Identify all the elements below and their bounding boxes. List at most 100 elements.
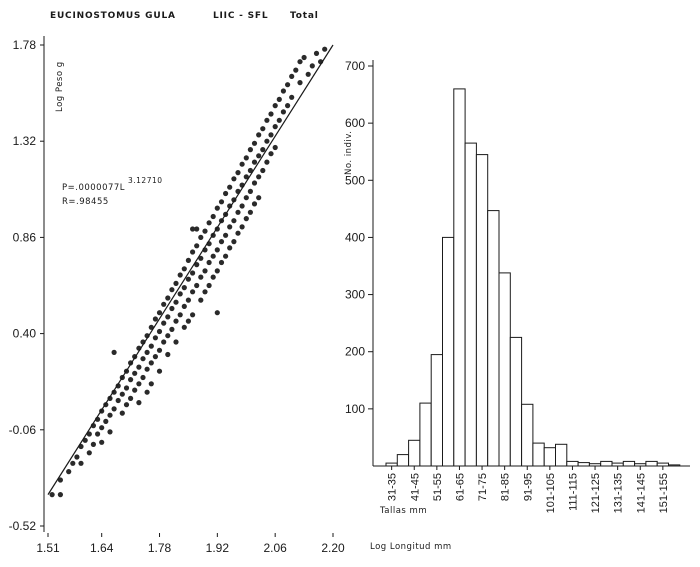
- histogram-bar: [385, 462, 398, 467]
- histogram-bar: [645, 460, 658, 467]
- scatter-point: [260, 126, 266, 132]
- scatter-point: [169, 287, 175, 293]
- histogram-bar: [430, 354, 444, 467]
- scatter-y-tick-label: 1.78: [13, 38, 37, 52]
- scatter-point: [235, 209, 241, 215]
- scatter-point: [74, 454, 80, 460]
- scatter-point: [276, 117, 282, 123]
- scatter-point: [169, 305, 175, 312]
- scatter-point: [223, 190, 229, 197]
- scatter-point: [227, 224, 233, 230]
- scatter-point: [305, 71, 311, 77]
- histogram-bar: [555, 443, 568, 467]
- scatter-point: [144, 349, 150, 355]
- histogram-y-tick-label: 600: [345, 116, 365, 130]
- scatter-point: [251, 180, 258, 186]
- histogram-y-tick-label: 400: [345, 230, 365, 244]
- total-title: Total: [290, 11, 319, 21]
- scatter-point: [198, 274, 204, 280]
- scatter-point: [322, 46, 328, 52]
- scatter-point: [181, 266, 187, 272]
- scatter-point: [190, 270, 196, 276]
- scatter-point: [111, 349, 117, 355]
- scatter-point: [185, 297, 191, 303]
- scatter-point: [289, 73, 295, 79]
- scatter-point: [198, 297, 204, 303]
- histogram-x-tick-label: 51-55: [432, 473, 444, 501]
- scatter-point: [247, 167, 253, 174]
- scatter-point: [231, 218, 237, 224]
- scatter-point: [293, 67, 299, 73]
- scatter-point: [181, 303, 187, 309]
- scatter-point: [206, 259, 212, 266]
- scatter-y-label: Log Peso g: [55, 61, 65, 112]
- scatter-point: [235, 230, 241, 236]
- scatter-point: [152, 354, 158, 360]
- scatter-point: [107, 429, 113, 435]
- r-value-label: R=.98455: [62, 197, 109, 207]
- scatter-point: [123, 402, 130, 408]
- scatter-point: [49, 492, 55, 498]
- scatter-point: [190, 249, 196, 255]
- histogram-bar: [656, 462, 670, 467]
- scatter-point: [202, 228, 208, 234]
- scatter-point: [214, 205, 220, 211]
- scatter-point: [268, 151, 274, 157]
- scatter-point: [161, 301, 167, 307]
- scatter-point: [247, 209, 253, 215]
- scatter-point: [235, 170, 241, 176]
- scatter-point: [140, 374, 146, 381]
- scatter-point: [132, 387, 138, 393]
- scatter-point: [218, 239, 225, 245]
- scatter-point: [119, 410, 125, 416]
- scatter-point: [90, 441, 96, 447]
- scatter-y-tick-label: -0.06: [9, 423, 37, 437]
- scatter-point: [223, 232, 229, 238]
- scatter-point: [148, 381, 154, 387]
- histogram-bar: [566, 460, 579, 467]
- scatter-x-label: Log Longitud mm: [370, 542, 452, 552]
- scatter-point: [198, 255, 204, 261]
- scatter-point: [264, 138, 270, 144]
- scatter-point: [251, 159, 258, 165]
- scatter-point: [66, 469, 72, 475]
- scatter-point: [202, 289, 208, 295]
- scatter-point: [57, 492, 64, 498]
- scatter-point: [231, 239, 237, 245]
- histogram-bar: [668, 464, 681, 467]
- histogram-x-tick-label: 61-65: [454, 473, 466, 501]
- histogram-x-tick-label: 131-135: [613, 473, 625, 513]
- scatter-point: [256, 132, 262, 138]
- scatter-point: [272, 103, 278, 109]
- regression-line: [47, 44, 334, 495]
- scatter-point: [78, 460, 84, 466]
- scatter-point: [243, 195, 249, 201]
- scatter-point: [243, 216, 249, 222]
- scatter-point: [206, 282, 212, 289]
- scatter-point: [268, 111, 274, 117]
- scatter-point: [264, 159, 270, 165]
- scatter-point: [115, 383, 121, 389]
- scatter-point: [156, 347, 163, 353]
- scatter-x-tick-label: 1.64: [90, 541, 114, 555]
- scatter-point: [103, 418, 109, 424]
- scatter-point: [280, 109, 286, 115]
- scatter-point: [136, 381, 142, 387]
- scatter-x-tick-label: 1.78: [148, 541, 172, 555]
- scatter-x-tick-label: 1.92: [206, 541, 230, 555]
- scatter-point: [165, 295, 171, 301]
- scatter-point: [165, 333, 171, 339]
- scatter-point: [251, 201, 258, 207]
- scatter-point: [280, 88, 286, 94]
- scatter-point: [86, 450, 92, 456]
- scatter-point: [86, 431, 92, 437]
- scatter-point: [301, 54, 307, 61]
- histogram-bar: [588, 463, 602, 467]
- histogram-bar: [453, 88, 466, 467]
- scatter-point: [128, 377, 134, 383]
- scatter-point: [264, 117, 270, 123]
- scatter-point: [202, 268, 208, 274]
- histogram-y-tick-label: 200: [345, 345, 365, 359]
- histogram-y-tick-label: 500: [345, 173, 365, 187]
- scatter-point: [177, 312, 183, 318]
